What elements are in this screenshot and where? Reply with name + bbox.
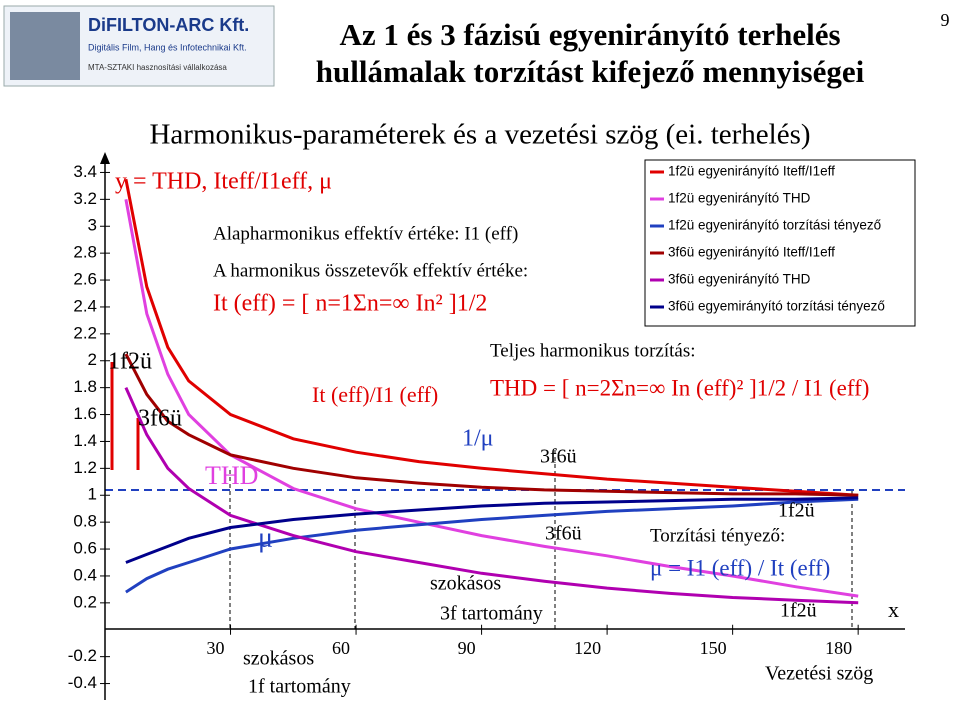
- y-tick-label: 0.2: [73, 592, 97, 611]
- y-tick-label: 2: [88, 350, 97, 369]
- series-line: [124, 386, 859, 605]
- x-tick-label: 60: [332, 638, 350, 658]
- annotation: 1f2ü: [780, 600, 817, 622]
- annotation: 1f2ü: [778, 500, 815, 522]
- legend-label: 3f6ü egyemirányító torzítási tényező: [668, 299, 885, 314]
- annotation: szokásos: [430, 573, 501, 595]
- annotation: μ: [258, 522, 273, 553]
- annotation: THD: [205, 461, 258, 490]
- y-tick-label: 0.6: [73, 539, 97, 558]
- series-line: [124, 178, 859, 497]
- slide-title: Az 1 és 3 fázisú egyenirányító terhelés: [339, 17, 840, 52]
- annotation: x: [888, 597, 899, 622]
- y-tick-label: 1.6: [73, 404, 97, 423]
- chart-title: Harmonikus-paraméterek és a vezetési szö…: [149, 119, 810, 151]
- annotation: THD = [ n=2Σn=∞ In (eff)² ]1/2 / I1 (eff…: [490, 375, 869, 400]
- page-number: 9: [941, 10, 950, 30]
- legend-label: 1f2ü egyenirányító Iteff/I1eff: [668, 164, 835, 179]
- x-tick-label: 150: [700, 638, 727, 658]
- y-tick-label: 3.2: [73, 189, 97, 208]
- legend-label: 1f2ü egyenirányító torzítási tényező: [668, 218, 881, 233]
- annotation: 1f2ü: [108, 349, 152, 375]
- y-axis-arrow: [100, 152, 110, 164]
- slide-title: hullámalak torzítást kifejező mennyisége…: [316, 54, 865, 89]
- annotation: 1/μ: [462, 426, 494, 452]
- annotation: Teljes harmonikus torzítás:: [490, 340, 696, 361]
- series-line: [125, 496, 859, 564]
- annotation: A harmonikus összetevők effektív értéke:: [213, 260, 528, 281]
- annotation: It (eff) = [ n=1Σn=∞ In² ]1/2: [213, 291, 487, 317]
- y-tick-label: 1.4: [73, 431, 97, 450]
- logo-note: MTA-SZTAKI hasznosítási vállalkozása: [88, 63, 227, 72]
- annotation: 3f6ü: [540, 446, 577, 468]
- annotation: szokásos: [243, 648, 314, 670]
- annotation: Vezetési szög: [765, 663, 873, 685]
- annotation: Torzítási tényező:: [650, 525, 785, 546]
- y-tick-label: 1.8: [73, 377, 97, 396]
- logo-name: DiFILTON-ARC Kft.: [88, 15, 249, 35]
- legend-label: 1f2ü egyenirányító THD: [668, 191, 811, 206]
- y-tick-label: 2.6: [73, 270, 97, 289]
- annotation: 1f tartomány: [248, 676, 351, 698]
- y-tick-label: 2.8: [73, 243, 97, 262]
- x-tick-label: 30: [207, 638, 225, 658]
- annotation: μ = I1 (eff) / It (eff): [650, 555, 830, 580]
- legend-label: 3f6ü egyenirányító THD: [668, 272, 811, 287]
- legend-box: [644, 159, 916, 327]
- annotation: y = THD, Iteff/I1eff, μ: [115, 169, 332, 195]
- logo-subtitle: Digitális Film, Hang és Infotechnikai Kf…: [88, 42, 247, 52]
- y-tick-label: 3.4: [73, 162, 97, 181]
- annotation: 3f6ü: [545, 523, 582, 545]
- y-tick-label: 1.2: [73, 458, 97, 477]
- annotation: 3f tartomány: [440, 603, 543, 625]
- annotation: 3f6ü: [138, 406, 182, 432]
- y-tick-label: 0.8: [73, 512, 97, 531]
- annotation: It (eff)/I1 (eff): [312, 382, 438, 407]
- x-tick-label: 180: [825, 638, 852, 658]
- y-tick-label: 2.2: [73, 323, 97, 342]
- x-tick-label: 90: [458, 638, 476, 658]
- logo-image: [10, 12, 80, 80]
- x-tick-label: 120: [574, 638, 601, 658]
- legend-label: 3f6ü egyenirányító Iteff/I1eff: [668, 245, 835, 260]
- y-tick-label: 1: [88, 485, 97, 504]
- series-line: [124, 199, 859, 598]
- series-line: [124, 353, 859, 497]
- y-tick-label: -0.2: [68, 646, 97, 665]
- y-tick-label: 2.4: [73, 296, 97, 315]
- y-tick-label: 0.4: [73, 565, 97, 584]
- series-line: [125, 497, 859, 594]
- y-tick-label: 3: [88, 216, 97, 235]
- annotation: Alapharmonikus effektív értéke: I1 (eff): [213, 223, 518, 244]
- brackets: [110, 362, 140, 470]
- y-tick-label: -0.4: [68, 673, 97, 692]
